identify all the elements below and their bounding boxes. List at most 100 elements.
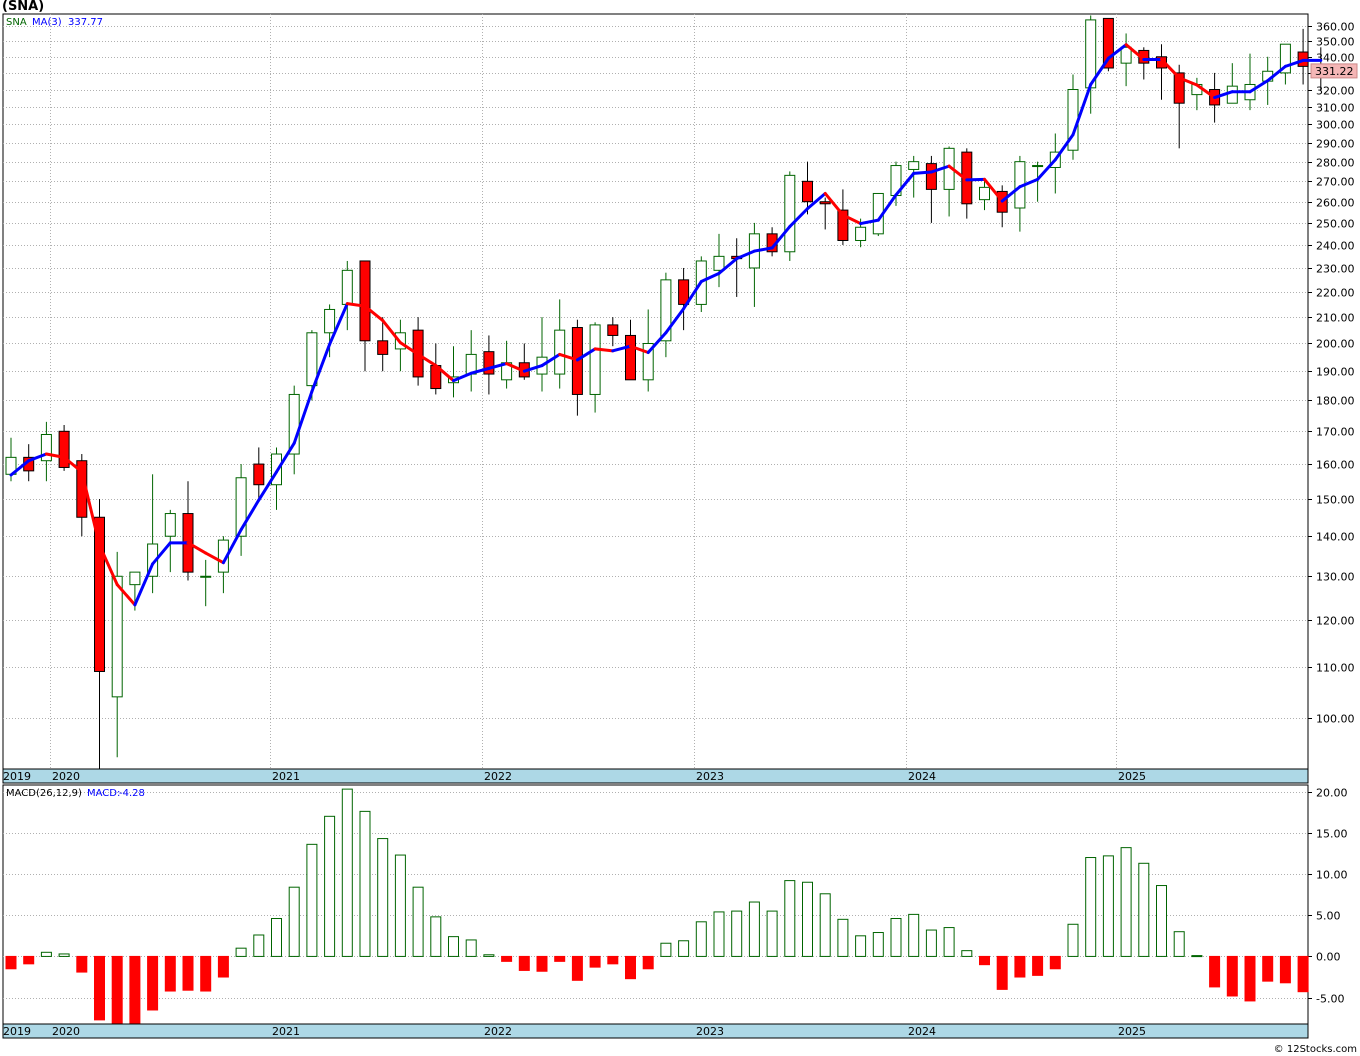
macd-bar — [1014, 955, 1026, 978]
macd-date-label: 2022 — [484, 1025, 512, 1038]
macd-bar — [40, 951, 52, 957]
ma3-line-segment — [593, 347, 615, 353]
ma3-line-segment — [44, 452, 66, 459]
macd-bar — [288, 886, 300, 957]
ma3-line-segment — [929, 164, 951, 174]
macd-bar — [1120, 847, 1132, 957]
candle-body — [200, 575, 212, 578]
price-tick-label: 100.00 — [1316, 713, 1355, 726]
macd-bar — [855, 935, 867, 957]
macd-bar — [1262, 955, 1274, 982]
ma3-line-segment — [1213, 90, 1234, 100]
candle-body — [1102, 17, 1114, 69]
macd-bar — [465, 939, 477, 957]
ma3-line-segment — [204, 551, 225, 565]
macd-date-label: 2025 — [1118, 1025, 1146, 1038]
ma3-line-segment — [912, 170, 933, 175]
ma3-line-segment — [1124, 43, 1146, 61]
macd-bar — [943, 927, 955, 957]
candle-body — [359, 260, 371, 342]
chart-title: (SNA) — [2, 0, 45, 14]
ma3-line-segment — [62, 455, 84, 474]
macd-bar — [1085, 857, 1097, 957]
macd-bar — [571, 955, 583, 981]
macd-bar — [306, 843, 318, 957]
ma3-line-segment — [735, 249, 756, 261]
macd-date-label: 2021 — [272, 1025, 300, 1038]
ma3-line-segment — [1177, 76, 1199, 87]
macd-date-label: 2024 — [908, 1025, 936, 1038]
ma3-line-segment — [1036, 158, 1057, 181]
macd-date-band — [2, 1023, 1309, 1039]
macd-bar — [501, 955, 513, 962]
ma3-line-segment — [27, 452, 48, 463]
macd-bar — [129, 955, 141, 1026]
macd-bar — [412, 886, 424, 957]
ma3-line-segment — [1106, 43, 1128, 60]
price-date-label: 2020 — [52, 770, 80, 783]
macd-tick-label: 15.00 — [1316, 828, 1348, 841]
candle-body — [625, 334, 636, 381]
price-date-band — [2, 768, 1309, 784]
price-date-label: 2023 — [696, 770, 724, 783]
ma3-line-segment — [80, 470, 101, 547]
macd-bar — [784, 880, 796, 957]
price-tick-label: 300.00 — [1316, 119, 1355, 132]
candle-body — [589, 324, 601, 395]
candle-body — [253, 463, 265, 486]
legend-ma-value: 337.77 — [68, 17, 103, 28]
macd-bar — [76, 955, 88, 973]
macd-tick-label: -5.00 — [1316, 993, 1344, 1006]
ma3-line-segment — [1018, 177, 1040, 189]
macd-bar — [802, 881, 813, 957]
macd-date-label: 2023 — [696, 1025, 724, 1038]
price-tick-label: 290.00 — [1316, 138, 1355, 151]
macd-bar — [58, 953, 70, 957]
ma3-line-segment — [540, 352, 562, 368]
candle-body — [1120, 46, 1132, 64]
ma3-line-segment — [487, 362, 509, 370]
macd-bar — [589, 955, 601, 968]
candle-body — [837, 209, 849, 241]
candle-body — [784, 174, 796, 253]
ma3-line-segment — [664, 307, 686, 335]
macd-bar — [483, 954, 495, 957]
ma3-line-segment — [115, 583, 137, 607]
candle-body — [678, 279, 690, 305]
ma3-line-segment — [186, 541, 208, 555]
macd-bar — [164, 955, 176, 992]
macd-bar — [1297, 955, 1309, 993]
ma3-line-segment — [1160, 57, 1181, 80]
price-tick-label: 170.00 — [1316, 426, 1355, 439]
candle-body — [1032, 165, 1044, 168]
ma3-line-segment — [806, 191, 827, 211]
macd-bar — [1138, 862, 1150, 957]
macd-bar — [518, 955, 530, 971]
ma3-line-segment — [717, 257, 739, 275]
ma3-line-segment — [522, 364, 544, 373]
price-date-label: 2024 — [908, 770, 936, 783]
price-tick-label: 260.00 — [1316, 197, 1355, 210]
candle-body — [908, 161, 920, 170]
last-price-label: 331.22 — [1315, 65, 1354, 78]
macd-bar — [872, 932, 884, 957]
candle-body — [164, 513, 176, 537]
macd-tick-label: 20.00 — [1316, 787, 1348, 800]
candle-body — [802, 180, 813, 203]
last-price-tag — [1310, 63, 1358, 79]
price-tick-label: 120.00 — [1316, 615, 1355, 628]
macd-date-label: 2020 — [52, 1025, 80, 1038]
ma3-line-segment — [345, 302, 367, 308]
price-tick-label: 350.00 — [1316, 36, 1355, 49]
candle-body — [642, 342, 654, 381]
watermark: © 12Stocks.com — [1273, 1044, 1357, 1055]
ma3-line-segment — [770, 225, 792, 250]
macd-bar — [1049, 955, 1061, 970]
candle-body — [855, 226, 867, 241]
candle-body — [40, 433, 52, 462]
ma3-line-segment — [611, 344, 632, 353]
price-tick-label: 220.00 — [1316, 287, 1355, 300]
ma3-line-segment — [9, 459, 31, 477]
ma3-line-segment — [682, 280, 703, 311]
macd-bar — [1209, 955, 1221, 988]
